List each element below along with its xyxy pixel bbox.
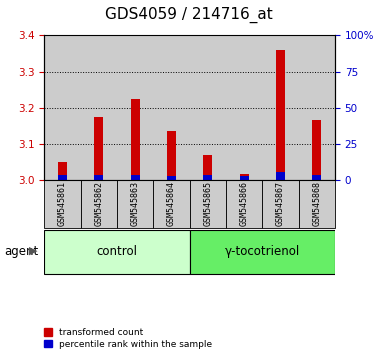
Text: GSM545861: GSM545861	[58, 181, 67, 227]
Text: agent: agent	[4, 245, 38, 258]
Bar	[58, 176, 67, 180]
Bar	[167, 131, 176, 180]
FancyBboxPatch shape	[44, 230, 190, 274]
Bar	[153, 35, 189, 180]
Text: GSM545862: GSM545862	[94, 181, 103, 227]
Text: GSM545863: GSM545863	[131, 181, 140, 227]
FancyBboxPatch shape	[80, 180, 117, 228]
Bar	[299, 35, 335, 180]
Bar	[94, 117, 103, 180]
Text: ▶: ▶	[28, 246, 37, 256]
Text: GSM545864: GSM545864	[167, 181, 176, 227]
Bar	[131, 99, 140, 180]
Bar	[226, 35, 262, 180]
Text: GSM545867: GSM545867	[276, 181, 285, 227]
FancyBboxPatch shape	[190, 180, 226, 228]
FancyBboxPatch shape	[262, 180, 299, 228]
Bar	[239, 176, 249, 180]
Text: GDS4059 / 214716_at: GDS4059 / 214716_at	[105, 7, 273, 23]
FancyBboxPatch shape	[299, 180, 335, 228]
Bar	[203, 155, 212, 180]
Bar	[44, 35, 80, 180]
Bar	[203, 176, 212, 180]
Text: GSM545866: GSM545866	[239, 181, 249, 227]
Text: GSM545868: GSM545868	[312, 181, 321, 227]
FancyBboxPatch shape	[153, 180, 190, 228]
Text: GSM545865: GSM545865	[203, 181, 212, 227]
Bar	[94, 176, 103, 180]
Bar	[312, 120, 321, 180]
Legend: transformed count, percentile rank within the sample: transformed count, percentile rank withi…	[43, 327, 213, 349]
Bar	[117, 35, 153, 180]
FancyBboxPatch shape	[226, 180, 262, 228]
Text: control: control	[97, 245, 137, 258]
Bar	[131, 176, 140, 180]
Bar	[58, 162, 67, 180]
FancyBboxPatch shape	[117, 180, 153, 228]
Bar	[276, 172, 285, 180]
Bar	[239, 175, 249, 180]
Bar	[262, 35, 299, 180]
Bar	[276, 50, 285, 180]
Bar	[190, 35, 226, 180]
Bar	[80, 35, 117, 180]
FancyBboxPatch shape	[44, 180, 80, 228]
FancyBboxPatch shape	[190, 230, 335, 274]
Bar	[167, 176, 176, 180]
Bar	[312, 176, 321, 180]
Text: γ-tocotrienol: γ-tocotrienol	[225, 245, 300, 258]
